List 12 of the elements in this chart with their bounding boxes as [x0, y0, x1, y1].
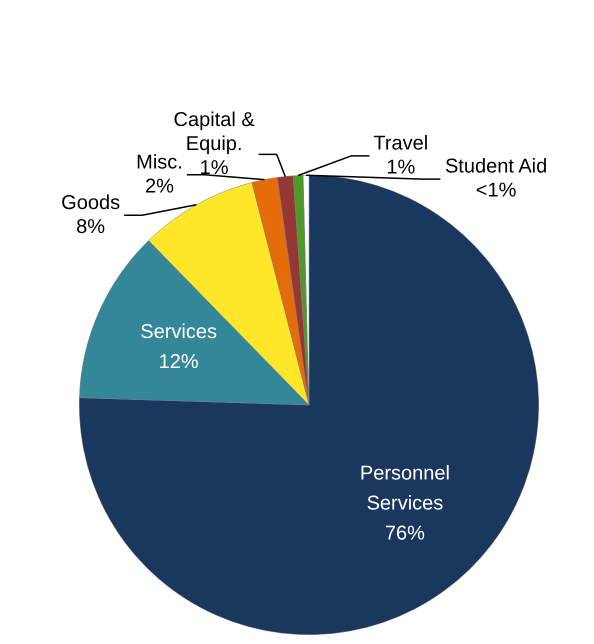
slice-label: Personnel Services — [360, 462, 450, 515]
data-label: 8% — [76, 216, 106, 238]
data-label: <1% — [476, 180, 517, 202]
data-label: 76% — [384, 522, 426, 545]
data-label: 12% — [158, 351, 199, 374]
slice-label: Travel — [373, 132, 428, 154]
data-label: 2% — [145, 175, 174, 198]
data-label: 1% — [386, 156, 416, 178]
slice-label: Goods — [61, 192, 120, 214]
data-label: 1% — [200, 156, 229, 179]
slice-label: Services — [140, 321, 217, 344]
slice-label: Student Aid — [444, 156, 548, 178]
